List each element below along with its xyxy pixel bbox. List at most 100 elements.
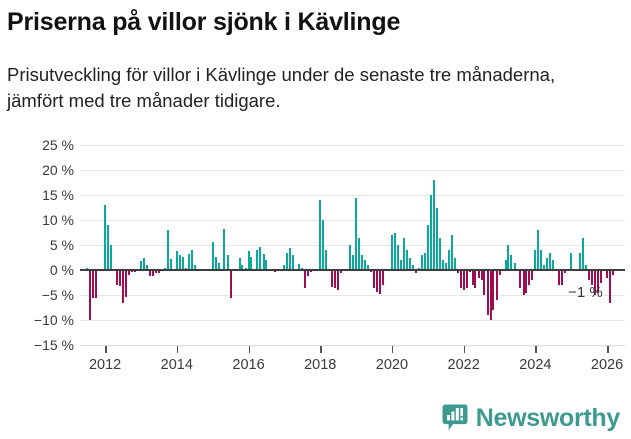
bar (190, 250, 193, 270)
bar (480, 270, 483, 280)
bar (259, 247, 262, 270)
bar (608, 270, 611, 303)
chart-grid (80, 145, 625, 346)
bar (525, 270, 528, 293)
y-axis: 25 % 20 % 15 % 10 % 5 % 0 % −5 % −10 % −15 % (0, 137, 74, 353)
bar (504, 260, 507, 270)
bar (429, 195, 432, 270)
bar (477, 270, 480, 278)
bar (124, 270, 127, 297)
bar (166, 230, 169, 270)
bar (151, 270, 154, 276)
bar (348, 245, 351, 270)
bar (139, 260, 142, 270)
bar (157, 270, 160, 273)
x-tick-mark (391, 346, 394, 353)
bar (355, 197, 358, 270)
bar (543, 265, 546, 270)
bar (447, 250, 450, 270)
bar (402, 237, 405, 270)
bar (540, 250, 543, 270)
bar-chart-bubble-icon (442, 404, 468, 431)
bar (110, 244, 113, 270)
gridline (80, 245, 625, 246)
bar (492, 270, 495, 310)
bar (528, 270, 531, 285)
y-tick-label: −15 % (33, 337, 74, 353)
bar (462, 270, 465, 290)
bar (214, 256, 217, 270)
bar (564, 270, 567, 273)
bar (390, 235, 393, 270)
bar (426, 225, 429, 270)
bar (507, 245, 510, 270)
x-tick-label: 2020 (375, 357, 409, 373)
bar (256, 250, 259, 270)
y-tick-label: −10 % (33, 312, 74, 328)
bar (474, 270, 477, 288)
x-tick-mark (607, 346, 609, 353)
bar (226, 254, 229, 270)
bar (169, 259, 172, 270)
bar (599, 270, 602, 283)
bar (187, 254, 190, 270)
newsworthy-logo[interactable]: Newsworthy (442, 404, 620, 431)
bar (334, 270, 337, 288)
gridline (80, 320, 625, 321)
bar (411, 265, 414, 270)
bar (612, 270, 615, 275)
bar (486, 270, 489, 315)
bar (229, 270, 232, 298)
bar (223, 228, 226, 270)
bar (241, 265, 244, 270)
bar (420, 255, 423, 270)
bar (307, 270, 310, 276)
bar (357, 237, 360, 270)
bar (468, 270, 471, 272)
bar (217, 262, 220, 270)
bar (459, 270, 462, 288)
y-tick-label: 20 % (42, 162, 74, 178)
bar (106, 225, 109, 270)
bar (597, 270, 600, 293)
bar (561, 270, 564, 285)
bar (519, 270, 522, 288)
bar (325, 249, 328, 270)
bar (104, 204, 107, 270)
bar (238, 257, 241, 270)
bar (286, 253, 289, 270)
bar (414, 270, 417, 273)
bar (142, 257, 145, 270)
bar (432, 180, 435, 270)
bar (456, 270, 459, 273)
gridline (80, 220, 625, 221)
bar (373, 270, 375, 288)
bar (591, 270, 593, 285)
bar (585, 265, 588, 270)
bar (534, 250, 537, 270)
bar (513, 262, 516, 270)
gridline (80, 195, 625, 196)
bar (579, 252, 582, 270)
bar (408, 257, 411, 270)
bar (453, 257, 456, 270)
bar (274, 270, 277, 272)
bar (181, 257, 184, 270)
x-tick-label: 2022 (447, 357, 480, 373)
bar (352, 255, 355, 270)
bar (471, 270, 474, 285)
bar (331, 270, 334, 287)
bar (594, 270, 597, 295)
gridline (80, 170, 625, 171)
bar (322, 220, 325, 270)
bar (375, 270, 378, 292)
bar (304, 270, 307, 288)
bar (175, 250, 178, 270)
bar (489, 270, 492, 320)
y-tick-label: −5 % (41, 287, 74, 303)
y-tick-label: 15 % (42, 187, 74, 203)
bar (119, 270, 122, 286)
bar (435, 207, 438, 270)
logo-wordmark: Newsworthy (475, 403, 621, 432)
